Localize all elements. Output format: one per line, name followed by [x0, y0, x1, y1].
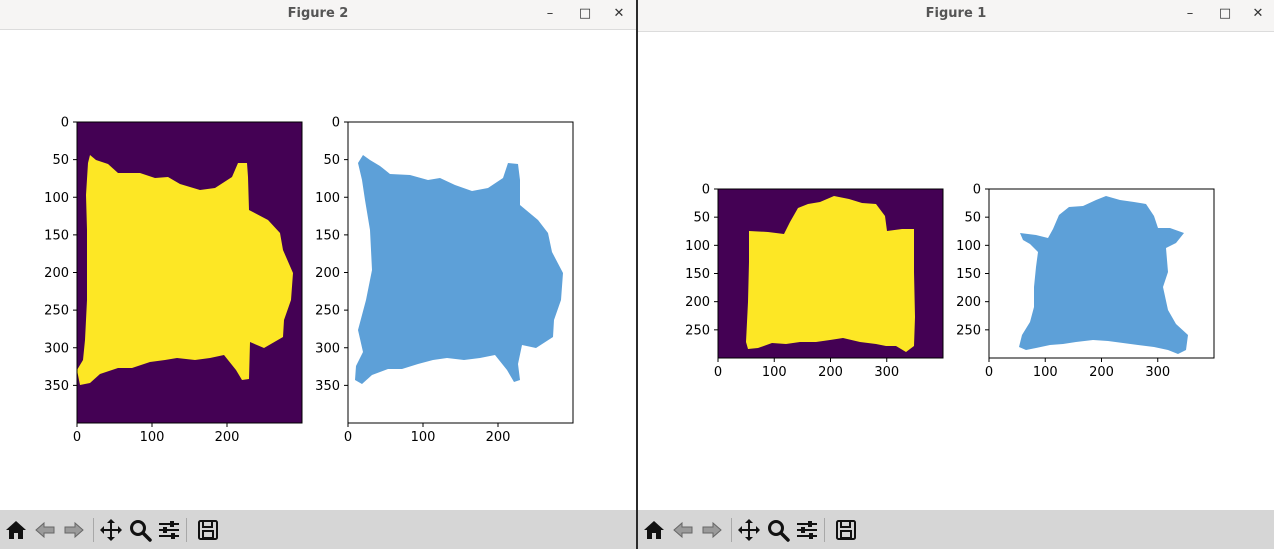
x-tick-label: 300 [1145, 365, 1170, 380]
y-tick-label: 150 [44, 228, 69, 243]
x-tick-label: 200 [818, 365, 843, 380]
y-tick-label: 350 [44, 379, 69, 394]
x-tick-label: 0 [344, 430, 352, 445]
x-tick-label: 200 [215, 430, 240, 445]
save-button[interactable] [196, 518, 220, 542]
y-tick-label: 250 [315, 304, 340, 319]
pan-button[interactable] [737, 518, 761, 542]
back-icon [35, 521, 55, 539]
x-tick-label: 0 [714, 365, 722, 380]
mask-region [746, 196, 915, 352]
title-bar[interactable]: Figure 2 – □ ✕ [0, 0, 636, 30]
y-tick-label: 100 [315, 191, 340, 206]
y-tick-label: 0 [61, 116, 69, 131]
y-tick-label: 100 [685, 239, 710, 254]
back-button[interactable] [33, 518, 57, 542]
zoom-icon [768, 520, 790, 542]
y-tick-label: 150 [315, 228, 340, 243]
y-tick-label: 100 [44, 191, 69, 206]
home-icon [644, 521, 664, 539]
y-tick-label: 50 [323, 153, 340, 168]
close-button[interactable]: ✕ [613, 6, 625, 21]
x-tick-label: 0 [73, 430, 81, 445]
y-tick-label: 150 [956, 267, 981, 282]
navigation-toolbar [0, 510, 636, 549]
figure-canvas[interactable]: 0 100 200 300 0 50 100 150 200 250 0 100 200 300 0 50 1… [638, 32, 1274, 512]
y-tick-label: 50 [52, 153, 69, 168]
y-tick-label: 250 [44, 304, 69, 319]
save-icon [198, 520, 218, 540]
home-button[interactable] [642, 518, 666, 542]
y-tick-label: 0 [332, 116, 340, 131]
subplots-button[interactable] [795, 518, 819, 542]
toolbar-separator [186, 518, 187, 542]
toolbar-separator [93, 518, 94, 542]
hide-photo [355, 155, 563, 384]
zoom-button[interactable] [128, 518, 152, 542]
x-tick-label: 200 [486, 430, 511, 445]
maximize-button[interactable]: □ [1218, 6, 1232, 21]
window-divider [636, 0, 638, 549]
forward-button[interactable] [62, 518, 86, 542]
forward-icon [64, 521, 84, 539]
toolbar-separator [731, 518, 732, 542]
y-tick-label: 100 [956, 239, 981, 254]
navigation-toolbar [638, 510, 1274, 549]
back-button[interactable] [671, 518, 695, 542]
y-tick-label: 50 [964, 211, 981, 226]
subplots-icon [797, 521, 817, 539]
zoom-button[interactable] [766, 518, 790, 542]
figure-2-window: Figure 2 – □ ✕ 0 100 200 0 50 100 150 200 250 300… [0, 0, 636, 549]
x-tick-label: 100 [1033, 365, 1058, 380]
y-tick-label: 200 [44, 266, 69, 281]
close-button[interactable]: ✕ [1252, 6, 1264, 21]
pan-button[interactable] [99, 518, 123, 542]
mask-axes[interactable]: 0 100 200 300 0 50 100 150 200 250 [685, 183, 944, 381]
mask-region [77, 155, 293, 385]
y-tick-label: 50 [693, 211, 710, 226]
x-tick-label: 200 [1089, 365, 1114, 380]
back-icon [673, 521, 693, 539]
y-tick-label: 150 [685, 267, 710, 282]
save-icon [836, 520, 856, 540]
y-tick-label: 250 [685, 323, 710, 338]
x-tick-label: 300 [874, 365, 899, 380]
subplots-icon [159, 521, 179, 539]
window-title: Figure 2 [287, 6, 349, 21]
forward-icon [702, 521, 722, 539]
x-tick-label: 0 [985, 365, 993, 380]
maximize-button[interactable]: □ [578, 6, 592, 21]
forward-button[interactable] [700, 518, 724, 542]
y-tick-label: 200 [956, 295, 981, 310]
x-tick-label: 100 [140, 430, 165, 445]
x-tick-label: 100 [411, 430, 436, 445]
toolbar-separator [824, 518, 825, 542]
home-icon [6, 521, 26, 539]
figure-canvas[interactable]: 0 100 200 0 50 100 150 200 250 300 350 0 100 200 0 50 1… [0, 30, 636, 510]
home-button[interactable] [4, 518, 28, 542]
photo-axes[interactable]: 0 100 200 0 50 100 150 200 250 300 350 [315, 116, 574, 446]
y-tick-label: 250 [956, 323, 981, 338]
title-bar[interactable]: Figure 1 – □ ✕ [638, 0, 1274, 32]
y-tick-label: 0 [702, 183, 710, 198]
pan-icon [738, 519, 760, 541]
save-button[interactable] [834, 518, 858, 542]
y-tick-label: 300 [315, 341, 340, 356]
y-tick-label: 200 [685, 295, 710, 310]
y-tick-label: 300 [44, 341, 69, 356]
hide-photo [1019, 196, 1188, 354]
y-tick-label: 350 [315, 379, 340, 394]
x-tick-label: 100 [762, 365, 787, 380]
y-tick-label: 0 [973, 183, 981, 198]
photo-axes[interactable]: 0 100 200 300 0 50 100 150 200 250 [956, 183, 1215, 381]
window-title: Figure 1 [925, 6, 987, 21]
mask-axes[interactable]: 0 100 200 0 50 100 150 200 250 300 350 [44, 116, 303, 446]
minimize-button[interactable]: – [546, 6, 554, 21]
y-tick-label: 200 [315, 266, 340, 281]
pan-icon [100, 519, 122, 541]
subplots-button[interactable] [157, 518, 181, 542]
minimize-button[interactable]: – [1186, 6, 1194, 21]
zoom-icon [130, 520, 152, 542]
figure-1-window: Figure 1 – □ ✕ 0 100 200 300 0 50 100 150 200 250… [638, 0, 1274, 549]
